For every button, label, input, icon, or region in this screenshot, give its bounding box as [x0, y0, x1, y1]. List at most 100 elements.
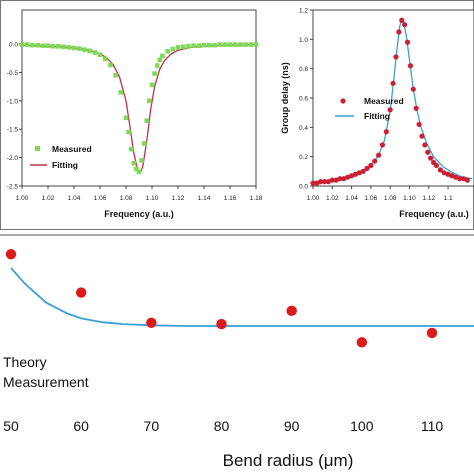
group-delay-measured-point [425, 149, 431, 155]
transmission-measured-point [61, 44, 66, 50]
transmission-measured-point [248, 42, 254, 47]
transmission-measured-point [118, 89, 124, 95]
measurement-point [216, 318, 227, 330]
group-delay-x-tick-label: 1.00 [307, 195, 320, 202]
legend-theory-label: Theory [3, 354, 47, 370]
group-delay-measured-point [372, 158, 378, 164]
transmission-measured-point [196, 43, 202, 49]
transmission-measured-point [134, 166, 139, 172]
transmission-measured-point [136, 169, 142, 175]
measurement-point [356, 337, 368, 348]
transmission-measured-point [206, 42, 212, 48]
group-delay-y-tick-label: 0.8 [299, 66, 308, 73]
group-delay-measured-point [419, 133, 425, 139]
legend-fitting-label-b: Fitting [364, 111, 390, 121]
group-delay-measured-point [413, 105, 419, 111]
transmission-measured-point [217, 42, 222, 47]
transmission-measured-point [222, 42, 228, 47]
group-delay-measured-point [383, 129, 389, 135]
group-delay-x-axis-title: Frequency (a.u.) [399, 209, 469, 219]
transmission-measured-point [102, 56, 108, 62]
transmission-measured-point [108, 62, 113, 68]
transmission-measured-point [113, 72, 118, 78]
bend-radius-x-tick-label: 110 [421, 418, 444, 434]
transmission-legend: Measured Fitting [30, 144, 92, 170]
bend-radius-x-tick-label: 100 [350, 418, 374, 434]
transmission-measured-point [243, 42, 248, 47]
transmission-x-axis-title: Frequency (a.u.) [104, 209, 174, 219]
group-delay-measured-point [399, 17, 405, 23]
group-delay-measured-point [360, 168, 366, 174]
transmission-measured-point [97, 52, 103, 58]
transmission-measured-point [45, 43, 51, 49]
bend-radius-x-axis-title: Bend radius (μm) [223, 451, 354, 470]
group-delay-measured-point [464, 177, 470, 183]
group-delay-measured-point [379, 142, 386, 148]
transmission-x-tick-label: 1.10 [146, 195, 159, 202]
transmission-x-tick-label: 1.16 [224, 195, 237, 202]
transmission-measured-point [165, 49, 170, 54]
group-delay-measured-point [422, 142, 428, 148]
transmission-measured-point [232, 42, 238, 47]
transmission-measured-point [35, 42, 40, 48]
group-delay-y-tick-label: 1.0 [299, 37, 308, 44]
group-delay-plot-area [312, 9, 474, 187]
transmission-y-tick-label: -0.5 [7, 70, 19, 77]
transmission-measured-point [160, 53, 165, 59]
group-delay-measured-point [437, 167, 443, 173]
group-delay-measured-point [329, 177, 335, 183]
transmission-plot-area [21, 9, 257, 187]
group-delay-measured-point [396, 29, 402, 35]
transmission-measured-point [19, 42, 25, 47]
measurement-point [426, 327, 438, 339]
group-delay-measured-point [428, 155, 434, 161]
group-delay-x-tick-label: 1.06 [365, 195, 378, 202]
transmission-measured-point [123, 115, 129, 121]
transmission-measured-point [82, 47, 87, 52]
transmission-measured-point [149, 82, 155, 88]
transmission-measured-point [92, 50, 98, 55]
bend-radius-x-tick-label: 50 [3, 418, 19, 434]
transmission-measured-point [227, 42, 233, 47]
bend-radius-x-tick-label: 90 [284, 418, 300, 434]
transmission-measured-point [87, 48, 92, 54]
group-delay-x-tick-label: 1.10 [403, 195, 416, 202]
transmission-measured-point [141, 141, 147, 146]
transmission-measured-point [56, 43, 61, 49]
group-delay-y-tick-label: 0.6 [299, 96, 308, 103]
transmission-measured-point [71, 45, 77, 51]
group-delay-x-tick-label: 1.12 [422, 195, 435, 202]
group-delay-x-tick-label: 1.04 [345, 195, 358, 202]
transmission-measured-point [66, 45, 72, 50]
group-delay-measured-point [393, 54, 399, 60]
group-delay-measured-point [433, 162, 440, 169]
transmission-chart: 1.00 1.02 1.04 1.06 1.08 1.10 1.12 1.14 1.16 1.18… [7, 9, 263, 219]
transmission-measured-point [191, 43, 196, 49]
group-delay-y-tick-label: 0.4 [299, 125, 308, 132]
group-delay-chart: 1.00 1.02 1.04 1.06 1.08 1.10 1.12 1.1 0.0 0.2 0.… [280, 8, 474, 219]
transmission-x-tick-label: 1.18 [250, 195, 263, 202]
group-delay-measured-point [364, 165, 370, 171]
transmission-measured-point [170, 46, 176, 52]
measurement-point [5, 248, 17, 260]
group-delay-measured-point [321, 179, 328, 185]
group-delay-measured-point [310, 180, 316, 186]
bend-radius-chart: 50 60 70 80 90 100 110 Theory Measurement Bend… [0, 234, 474, 470]
group-delay-measured-point [368, 162, 374, 169]
legend-measured-label-b: Measured [364, 96, 404, 106]
group-delay-measured-point [410, 86, 416, 92]
transmission-measured-point [76, 46, 82, 51]
measurement-point [146, 317, 157, 329]
transmission-measured-point [212, 42, 217, 48]
legend-measured-marker-a [35, 146, 40, 151]
transmission-measured-point [147, 98, 152, 104]
transmission-measured-point [144, 118, 150, 123]
bend-radius-x-tick-label: 60 [73, 418, 89, 434]
transmission-measured-point [157, 57, 163, 63]
group-delay-measured-point [457, 176, 463, 182]
group-delay-measured-point [337, 176, 343, 182]
transmission-y-tick-label: -1.5 [7, 127, 19, 134]
group-delay-x-tick-label: 1.1 [444, 195, 453, 202]
transmission-y-tick-label: 0.0 [9, 42, 18, 49]
transmission-y-tick-label: -2.0 [7, 155, 19, 162]
